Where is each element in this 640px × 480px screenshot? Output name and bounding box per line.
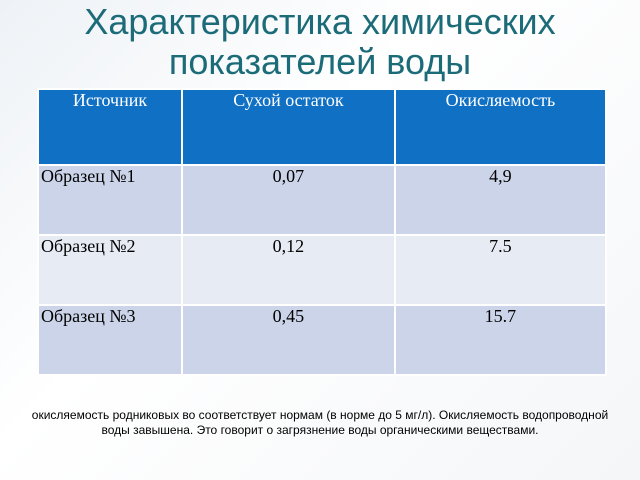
column-header: Источник <box>37 88 183 166</box>
cell: Образец №2 <box>37 234 183 306</box>
cell: 0,45 <box>181 304 396 376</box>
cell: Образец №1 <box>37 164 183 236</box>
cell: 0,12 <box>181 234 396 306</box>
column-header: Окисляемость <box>393 88 608 166</box>
cell: 4,9 <box>393 164 608 236</box>
cell: Образец №3 <box>37 304 183 376</box>
cell: 7.5 <box>393 234 608 306</box>
cell: 15.7 <box>393 304 608 376</box>
data-table: Источник Сухой остаток Окисляемость Образе… <box>37 88 608 376</box>
cell: 0,07 <box>181 164 396 236</box>
title: Характеристика химических показателей во… <box>84 1 556 82</box>
note: окисляемость родниковых во соответствует… <box>31 408 609 437</box>
column-header: Сухой остаток <box>181 88 396 166</box>
